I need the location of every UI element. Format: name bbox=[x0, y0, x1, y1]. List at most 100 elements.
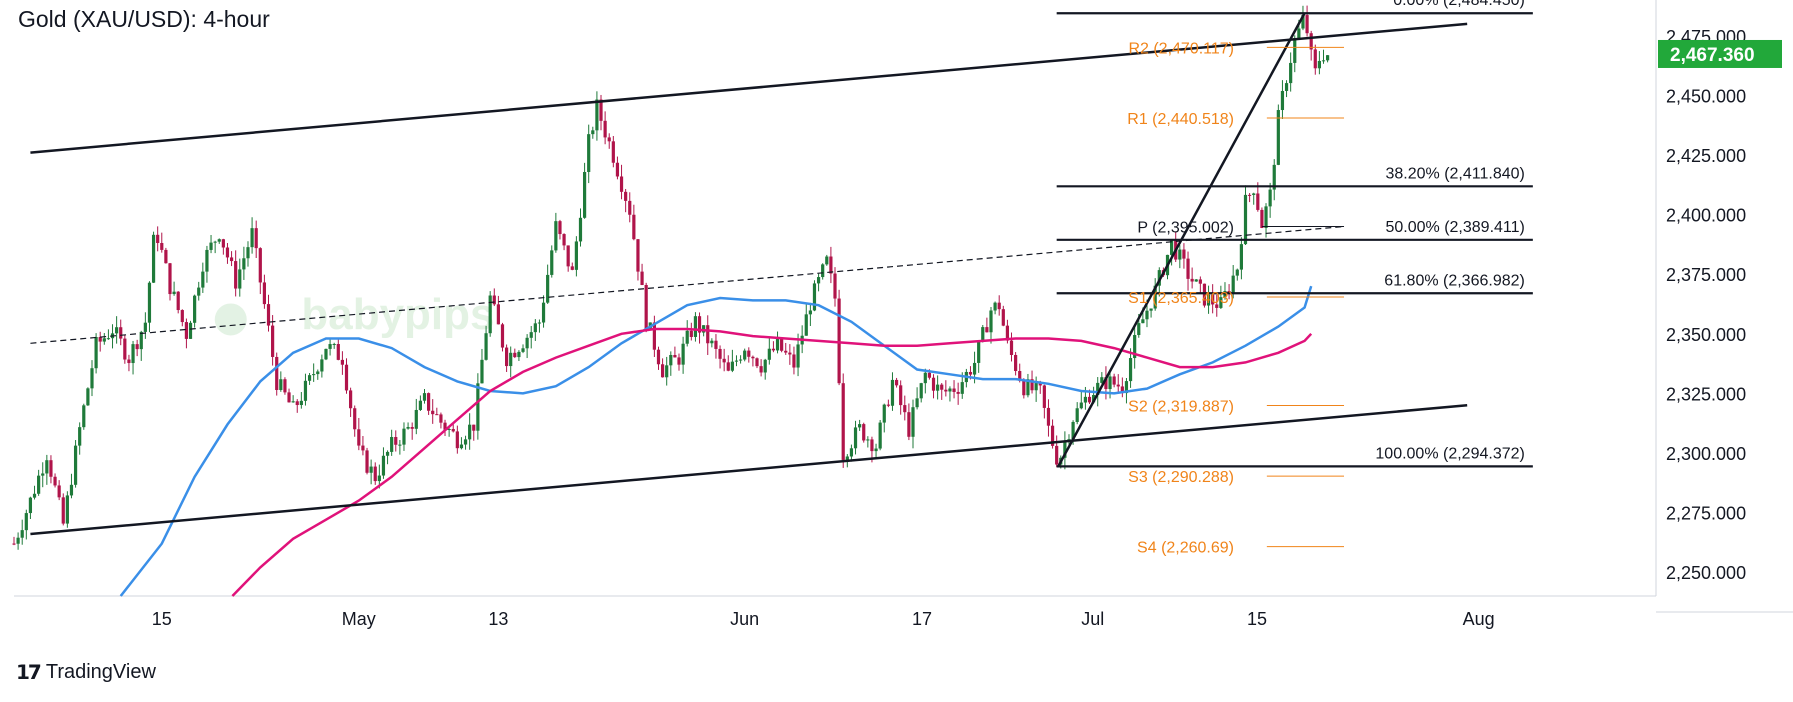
candle bbox=[156, 234, 160, 244]
watermark-logo-icon bbox=[214, 303, 247, 336]
candle bbox=[381, 455, 386, 476]
candle bbox=[652, 322, 656, 350]
candle bbox=[139, 331, 143, 350]
candle bbox=[16, 537, 20, 544]
y-tick-label: 2,250.000 bbox=[1666, 563, 1746, 583]
candle bbox=[431, 410, 435, 415]
candle bbox=[759, 366, 763, 373]
candle bbox=[365, 450, 369, 473]
pivot-level-label: S4 (2,260.69) bbox=[1137, 540, 1234, 557]
candle bbox=[1219, 297, 1223, 308]
candle bbox=[1289, 62, 1293, 84]
candle bbox=[960, 382, 964, 394]
candle bbox=[566, 245, 570, 267]
candle bbox=[94, 336, 98, 369]
candle bbox=[1178, 249, 1182, 260]
fib-level-label: 0.00% (2,484.450) bbox=[1393, 0, 1525, 9]
candle bbox=[554, 221, 558, 251]
candle bbox=[927, 372, 932, 378]
candle bbox=[665, 365, 669, 378]
candle bbox=[312, 374, 316, 376]
candle bbox=[1280, 90, 1285, 111]
candle bbox=[1326, 55, 1330, 61]
candle bbox=[283, 379, 287, 393]
candle bbox=[1202, 283, 1207, 306]
candle bbox=[1170, 239, 1174, 255]
channel-lower-line bbox=[30, 404, 1468, 536]
candle bbox=[398, 444, 402, 446]
attribution-label: TradingView bbox=[45, 661, 156, 683]
candle bbox=[275, 356, 279, 390]
candle bbox=[45, 460, 49, 474]
candle bbox=[410, 427, 414, 429]
candle bbox=[1194, 279, 1198, 282]
x-tick-label: 13 bbox=[488, 609, 508, 629]
candle bbox=[82, 405, 86, 428]
candle bbox=[266, 304, 271, 326]
y-tick-label: 2,275.000 bbox=[1666, 504, 1746, 524]
candle bbox=[1297, 28, 1301, 39]
ma-fast-line bbox=[119, 285, 1313, 597]
candle bbox=[49, 460, 53, 477]
candles bbox=[12, 5, 1330, 550]
candle bbox=[788, 352, 792, 355]
candle bbox=[985, 327, 989, 333]
candle bbox=[845, 456, 849, 460]
watermark-text: babypips bbox=[301, 290, 494, 339]
candle bbox=[353, 408, 357, 430]
candle bbox=[1092, 394, 1096, 403]
candle bbox=[135, 344, 139, 350]
candle bbox=[180, 310, 184, 323]
candle bbox=[1087, 396, 1092, 403]
candle bbox=[221, 239, 225, 248]
candle bbox=[599, 99, 603, 121]
pivot-level-label: S2 (2,319.887) bbox=[1128, 399, 1234, 416]
candle bbox=[65, 495, 69, 524]
candle bbox=[640, 271, 644, 286]
candle bbox=[587, 134, 591, 172]
y-tick-label: 2,375.000 bbox=[1666, 265, 1746, 285]
candle bbox=[718, 348, 722, 359]
candle bbox=[427, 393, 431, 411]
candle bbox=[106, 338, 111, 340]
candle bbox=[28, 497, 33, 514]
candle bbox=[37, 475, 41, 494]
candle bbox=[488, 295, 492, 334]
candle bbox=[439, 414, 443, 423]
candle bbox=[537, 322, 542, 324]
candle bbox=[262, 282, 267, 305]
candle bbox=[689, 330, 693, 337]
candle bbox=[115, 327, 119, 334]
candle bbox=[1005, 325, 1010, 341]
candle bbox=[357, 429, 361, 446]
candle bbox=[714, 340, 718, 349]
candle bbox=[993, 302, 997, 311]
fib-level-label: 50.00% (2,389.411) bbox=[1385, 219, 1524, 236]
candle bbox=[669, 354, 673, 366]
candle bbox=[279, 379, 283, 390]
candle bbox=[250, 228, 254, 248]
candle bbox=[771, 348, 776, 351]
candle bbox=[287, 392, 291, 403]
candle bbox=[755, 358, 759, 367]
candle bbox=[685, 330, 689, 344]
candle bbox=[509, 352, 513, 367]
candle bbox=[1243, 194, 1248, 245]
candle bbox=[168, 263, 172, 295]
candle bbox=[1305, 15, 1309, 34]
candle bbox=[792, 354, 796, 368]
candle bbox=[468, 424, 472, 440]
drawing-labels: 0.00% (2,484.450) 38.20% (2,411.840) 50.00… bbox=[1127, 0, 1525, 557]
candle bbox=[710, 340, 714, 344]
candle bbox=[858, 424, 862, 428]
candle bbox=[1317, 60, 1321, 69]
candle bbox=[940, 384, 944, 390]
candle bbox=[238, 269, 242, 289]
candle bbox=[131, 344, 135, 364]
candle bbox=[1190, 278, 1194, 282]
attribution: 𝟭𝟳 TradingView bbox=[16, 660, 156, 685]
y-tick-label: 2,450.000 bbox=[1666, 86, 1746, 106]
candle bbox=[1321, 60, 1326, 62]
candle bbox=[1009, 340, 1014, 355]
candle bbox=[459, 444, 464, 449]
